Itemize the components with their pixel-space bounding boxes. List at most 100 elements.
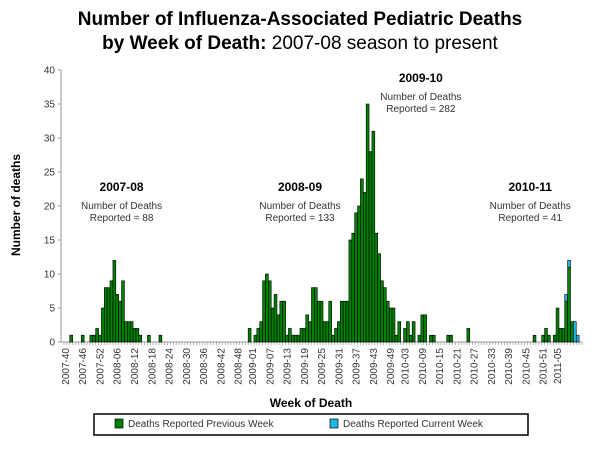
y-tick-label: 20 [44,202,56,213]
bar-previous-week [311,287,315,343]
y-tick-label: 5 [49,304,55,315]
season-deaths-line2: Reported = 41 [498,213,562,224]
bar-previous-week [417,334,422,343]
x-tick-label: 2008-18 [147,348,158,385]
x-tick-label: 2011-05 [553,348,564,384]
bar-previous-week [256,328,260,343]
bar-previous-week [429,334,433,343]
x-tick-label: 2009-43 [369,348,380,385]
bar-previous-week [368,151,373,343]
x-tick-label: 2009-07 [265,348,276,385]
bars [69,103,580,343]
y-tick-label: 0 [49,338,55,349]
bar-previous-week [95,328,99,343]
bar-previous-week [371,130,376,343]
bar-previous-week [328,300,332,343]
season-deaths-line1: Number of Deaths [81,201,162,212]
y-axis-label: Number of deaths [9,154,23,256]
x-tick-label: 2010-15 [435,348,446,385]
bar-previous-week [288,328,292,343]
bar-previous-week [397,321,402,343]
x-tick-label: 2008-06 [113,348,124,385]
x-tick-label: 2010-21 [452,348,463,385]
bar-previous-week [129,321,134,343]
bar-previous-week [466,328,471,343]
bar-previous-week [135,328,140,343]
x-tick-label: 2007-46 [78,348,89,385]
bar-previous-week [262,280,266,343]
x-tick-label: 2008-42 [216,348,227,385]
bar-previous-week [296,334,301,343]
bar-previous-week [354,212,358,343]
bar-previous-week [106,287,111,343]
bar-previous-week [351,232,355,343]
x-tick-label: 2010-33 [487,348,498,385]
x-tick-label: 2008-48 [234,348,245,385]
x-tick-label: 2007-52 [95,348,106,385]
bar-previous-week [420,314,425,343]
bar-previous-week [247,328,252,343]
x-tick-label: 2009-13 [283,348,294,385]
bar-previous-week [567,266,571,343]
bar-previous-week [270,307,275,343]
bar-previous-week [279,300,284,343]
bar-previous-week [339,300,344,343]
bar-previous-week [561,328,566,343]
bar-previous-week [118,300,122,343]
x-tick-label: 2010-03 [401,348,412,385]
chart-title-line1: Number of Influenza-Associated Pediatric… [77,9,523,30]
bar-previous-week [132,328,137,343]
bar-previous-week [558,328,563,343]
chart-title: Number of Influenza-Associated Pediatric… [0,8,600,56]
bar-previous-week [570,321,574,343]
bar-previous-week [391,307,396,343]
bar-previous-week [544,328,548,343]
bar-previous-week [265,273,269,343]
x-axis-label: Week of Death [270,396,352,410]
season-deaths-line1: Number of Deaths [259,201,340,212]
bar-previous-week [555,307,560,343]
bar-previous-week [276,314,281,343]
bar-previous-week [319,300,324,343]
bar-previous-week [80,334,85,343]
bar-previous-week [259,321,263,343]
bar-previous-week [357,205,361,343]
x-tick-label: 2010-45 [521,348,532,385]
bar-previous-week [403,328,407,343]
bar-previous-week [411,321,416,343]
x-tick-label: 2007-40 [61,348,72,385]
legend-box [93,413,529,436]
bar-previous-week [348,239,353,343]
bar-previous-week [127,321,131,343]
bar-previous-week [89,334,94,343]
bar-previous-week [124,321,128,343]
bar-previous-week [253,334,258,343]
season-label: 2008-09 [278,180,322,194]
legend-label-current: Deaths Reported Current Week [343,419,484,430]
bar-previous-week [552,334,557,343]
bar-previous-week [291,334,295,343]
x-tick-label: 2010-51 [539,348,550,385]
x-axis: 2007-40 2007-46 2007-52 2008-06 2008-12 2008-… [61,341,583,385]
season-deaths-line1: Number of Deaths [490,201,571,212]
bar-previous-week [273,294,278,343]
x-tick-label: 2010-39 [504,348,515,385]
bar-previous-week [299,328,304,343]
chart-title-line2-bold: by Week of Death: [102,33,267,54]
bar-previous-week [158,334,163,343]
x-tick-label: 2008-12 [130,348,141,385]
season-label: 2009-10 [399,71,443,85]
x-tick-label: 2009-25 [317,348,328,385]
bar-previous-week [345,300,350,343]
bar-previous-week [138,334,142,343]
bar-previous-week [406,321,410,343]
chart-title-line2: by Week of Death: 2007-08 season to pres… [0,32,600,56]
bar-previous-week [69,334,73,343]
chart-title-line2-rest: 2007-08 season to present [266,33,498,54]
bar-previous-week [331,334,335,343]
bar-previous-week [541,334,545,343]
bar-previous-week [386,300,390,343]
bar-previous-week [377,253,381,343]
y-tick-label: 30 [44,134,56,145]
